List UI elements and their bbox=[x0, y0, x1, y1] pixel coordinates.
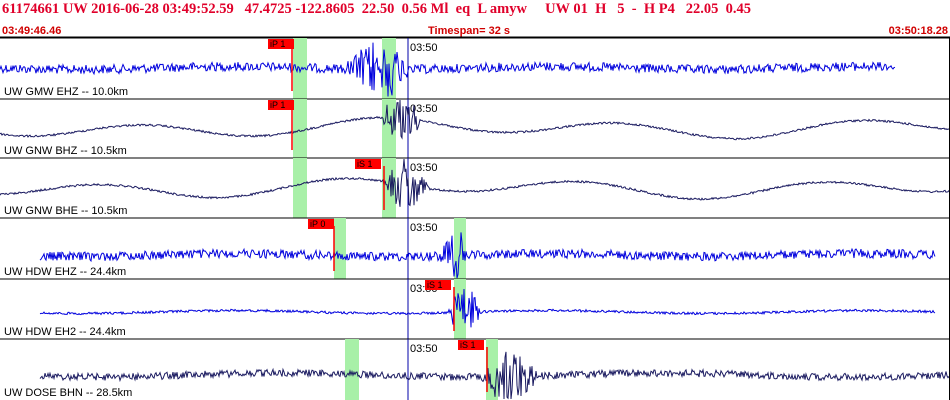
time-bar: 03:49:46.46 Timespan= 32 s 03:50:18.28 bbox=[0, 23, 950, 37]
pick-flag[interactable] bbox=[425, 280, 451, 290]
pick-window bbox=[345, 339, 359, 400]
pick-flag-label: iP 1 bbox=[270, 39, 285, 49]
trace-label: UW HDW EHZ -- 24.4km bbox=[4, 266, 126, 278]
trace-label: UW HDW EH2 -- 24.4km bbox=[4, 326, 126, 338]
pick-window bbox=[293, 99, 307, 158]
pick-flag[interactable] bbox=[268, 39, 294, 49]
end-time: 03:50:18.28 bbox=[888, 25, 948, 37]
pick-window bbox=[382, 99, 396, 158]
pick-window bbox=[334, 218, 346, 279]
pick-flag[interactable] bbox=[268, 100, 294, 110]
waveform-trace[interactable] bbox=[0, 99, 950, 141]
waveform-trace[interactable] bbox=[0, 42, 896, 97]
start-time: 03:49:46.46 bbox=[2, 25, 62, 37]
pick-flag-label: iS 1 bbox=[357, 159, 373, 169]
trace-label: UW GNW BHZ -- 10.5km bbox=[4, 145, 127, 157]
waveform-trace[interactable] bbox=[39, 351, 950, 400]
event-header: 61174661 UW 2016-06-28 03:49:52.59 47.47… bbox=[0, 0, 950, 22]
pick-flag-label: iS 1 bbox=[460, 340, 476, 350]
pick-flag[interactable] bbox=[458, 340, 484, 350]
trace-label: UW GMW EHZ -- 10.0km bbox=[4, 86, 128, 98]
minute-label: 03:50 bbox=[410, 343, 438, 355]
pick-window bbox=[293, 38, 307, 99]
waveform-trace[interactable] bbox=[39, 232, 936, 279]
minute-label: 03:50 bbox=[410, 222, 438, 234]
pick-flag-label: iP 0 bbox=[310, 219, 325, 229]
event-summary-title: 61174661 UW 2016-06-28 03:49:52.59 47.47… bbox=[2, 1, 752, 17]
minute-label: 03:50 bbox=[410, 103, 438, 115]
waveform-trace[interactable] bbox=[39, 288, 936, 328]
pick-window bbox=[293, 158, 307, 218]
pick-window bbox=[486, 339, 498, 400]
minute-label: 03:50 bbox=[410, 162, 438, 174]
pick-flag[interactable] bbox=[355, 159, 381, 169]
pick-flag-label: iS 1 bbox=[427, 280, 443, 290]
pick-flag-label: iP 1 bbox=[270, 100, 285, 110]
trace-label: UW DOSE BHN -- 28.5km bbox=[4, 387, 132, 399]
pick-flag[interactable] bbox=[308, 219, 334, 229]
timespan-label: Timespan= 32 s bbox=[428, 25, 511, 37]
waveform-trace[interactable] bbox=[0, 158, 950, 207]
trace-label: UW GNW BHE -- 10.5km bbox=[4, 205, 127, 217]
minute-label: 03:50 bbox=[410, 42, 438, 54]
